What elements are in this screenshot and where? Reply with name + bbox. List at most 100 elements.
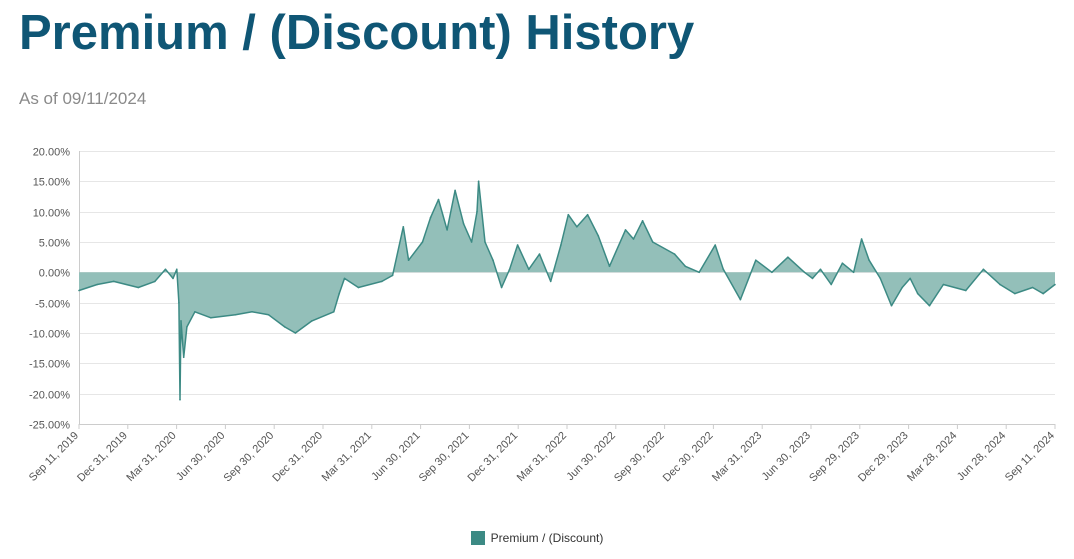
data-point (164, 268, 167, 271)
data-point (484, 241, 486, 243)
data-point (251, 311, 253, 313)
premium-discount-chart: 20.00% 15.00% 10.00% 5.00% 0.00% -5.00% -10.00… (27, 147, 1057, 485)
x-tick-label: Dec 31, 2020 (270, 430, 325, 485)
x-tick-label: Sep 11, 2024 (1003, 430, 1057, 484)
data-point (454, 189, 456, 192)
data-point (78, 289, 80, 292)
data-point (890, 304, 893, 307)
data-point (608, 265, 611, 268)
data-point (651, 241, 654, 243)
data-point (803, 271, 806, 274)
page-title: Premium / (Discount) History (19, 6, 695, 60)
data-point (137, 286, 140, 289)
x-tick-label: Jun 30, 2021 (369, 430, 422, 483)
data-point (909, 277, 911, 280)
data-point (172, 277, 174, 280)
x-tick-label: Jun 30, 2020 (174, 430, 227, 483)
data-point (178, 301, 180, 304)
data-point (830, 283, 832, 286)
data-point (632, 238, 635, 240)
data-point (879, 277, 882, 280)
chart-legend[interactable]: Premium / (Discount) (0, 531, 1074, 545)
data-point (576, 226, 578, 228)
x-tick-label: Mar 31, 2023 (710, 430, 764, 484)
data-point (500, 286, 503, 289)
data-point (462, 223, 465, 225)
series-area (79, 181, 1055, 400)
y-tick-label: 0.00% (39, 268, 70, 280)
data-point (684, 265, 687, 268)
data-point (516, 244, 519, 246)
data-point (338, 292, 341, 295)
data-point (176, 268, 178, 271)
data-point (1054, 283, 1056, 286)
data-point (179, 398, 181, 401)
x-tick-label: Sep 30, 2020 (222, 430, 277, 485)
data-point (1014, 292, 1016, 295)
x-tick-label: Mar 31, 2020 (124, 430, 178, 484)
data-point (402, 226, 405, 228)
x-tick-label: Jun 30, 2023 (760, 430, 813, 483)
y-tick-label: -15.00% (29, 359, 70, 371)
data-point (819, 268, 822, 271)
data-point (476, 210, 478, 213)
x-tick-label: Jun 30, 2022 (564, 430, 617, 483)
x-tick-label: Dec 31, 2019 (75, 430, 130, 485)
x-tick-label: Sep 30, 2022 (612, 430, 667, 485)
data-point (194, 311, 196, 313)
data-point (722, 268, 725, 271)
data-point (538, 253, 541, 255)
data-point (470, 241, 473, 243)
data-point (492, 259, 494, 262)
data-point (860, 238, 863, 240)
y-tick-label: 20.00% (33, 147, 71, 159)
legend-swatch (470, 531, 485, 545)
data-point (567, 213, 570, 216)
data-point (154, 280, 156, 283)
data-point (267, 314, 270, 316)
data-point (755, 259, 757, 262)
data-point (477, 180, 480, 183)
y-tick-label: -20.00% (29, 390, 70, 402)
data-point (965, 289, 967, 292)
x-tick-label: Mar 31, 2021 (320, 430, 374, 484)
data-point (771, 271, 773, 274)
data-point (928, 304, 931, 307)
x-tick-label: Sep 30, 2021 (417, 430, 472, 485)
data-point (180, 320, 182, 322)
data-point (333, 311, 335, 313)
data-point (673, 253, 676, 255)
data-point (1031, 286, 1034, 289)
y-tick-label: 10.00% (33, 208, 71, 220)
data-point (437, 198, 440, 201)
y-tick-label: -25.00% (29, 420, 70, 432)
data-point (999, 283, 1001, 286)
legend-label: Premium / (Discount) (490, 531, 604, 545)
data-point (343, 277, 346, 280)
data-point (982, 268, 985, 271)
data-point (234, 314, 237, 316)
data-point (182, 356, 185, 359)
x-tick-label: Sep 29, 2023 (807, 430, 862, 485)
data-point (283, 326, 286, 328)
x-tick-label: Jun 28, 2024 (955, 430, 1008, 483)
y-tick-label: 5.00% (39, 238, 70, 250)
data-point (549, 280, 552, 283)
data-point (381, 280, 383, 283)
data-point (641, 220, 644, 222)
y-tick-label: -10.00% (29, 329, 70, 341)
data-point (1042, 292, 1044, 295)
data-point (112, 280, 115, 283)
as-of-date: As of 09/11/2024 (19, 89, 147, 108)
data-point (901, 286, 903, 289)
data-point (311, 320, 313, 322)
data-point (508, 268, 511, 271)
data-point (624, 229, 627, 231)
data-point (787, 256, 789, 259)
data-point (96, 283, 98, 286)
x-tick-label: Sep 11, 2019 (27, 430, 81, 484)
data-point (294, 332, 297, 334)
data-point (597, 235, 600, 237)
data-point (357, 286, 360, 289)
